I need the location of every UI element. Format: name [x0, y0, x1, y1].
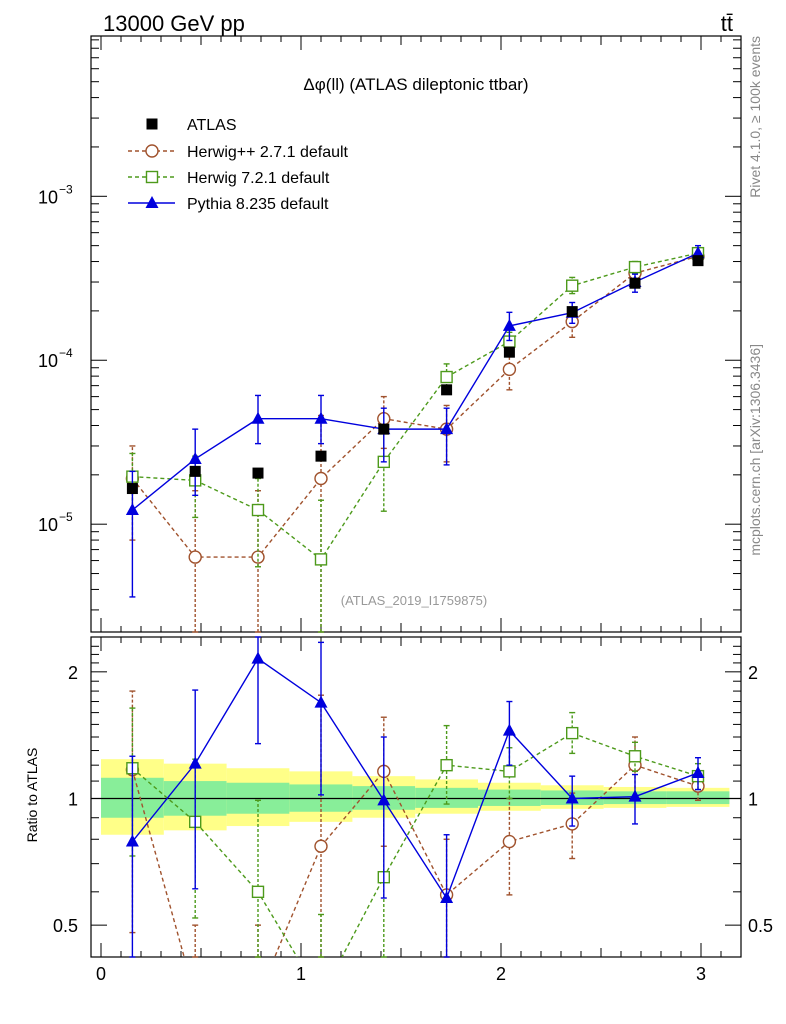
data-point-marker — [125, 503, 139, 516]
beam-label: 13000 GeV pp — [103, 11, 245, 36]
data-point-marker — [691, 246, 705, 259]
data-point-marker — [502, 834, 517, 849]
data-point-marker — [189, 465, 201, 477]
data-point-marker — [145, 170, 159, 184]
ratio-y-tick-label: 1 — [68, 789, 78, 809]
data-point-marker — [377, 793, 391, 806]
data-point-marker — [188, 756, 202, 769]
main-series-3 — [125, 244, 705, 598]
data-point-marker — [440, 758, 453, 772]
x-tick-label: 1 — [296, 964, 306, 984]
legend-entry: Pythia 8.235 default — [128, 196, 329, 213]
data-point-marker — [315, 450, 327, 462]
ratio-y-tick-label: 0.5 — [53, 916, 78, 936]
main-series-2 — [126, 246, 705, 633]
data-point-marker — [628, 750, 642, 763]
source-label: mcplots.cern.ch [arXiv:1306.3436] — [747, 344, 763, 556]
y-tick-label: 10 — [38, 351, 58, 371]
data-point-marker — [145, 144, 159, 158]
data-point-marker — [503, 765, 516, 778]
ratio-y-tick-label-right: 1 — [748, 789, 758, 809]
x-tick-label: 0 — [96, 964, 106, 984]
data-series — [125, 244, 705, 958]
ratio-frame — [90, 636, 742, 958]
legend-label: Herwig 7.2.1 default — [187, 170, 330, 187]
axes: 0 1 2 310−310−410 −50.5 0.51 12 2 — [38, 35, 773, 984]
data-point-marker — [691, 765, 705, 778]
data-point-marker — [146, 118, 158, 130]
data-point-marker — [252, 467, 264, 479]
process-label: tt̄ — [721, 11, 733, 36]
data-point-marker — [314, 695, 328, 708]
data-point-marker — [378, 423, 390, 435]
data-point-marker — [251, 651, 265, 664]
data-point-marker — [314, 471, 328, 486]
legend-entry: Herwig 7.2.1 default — [128, 170, 330, 187]
data-point-marker — [502, 362, 517, 377]
legend-entry: Herwig++ 2.7.1 default — [128, 144, 349, 161]
main-frame — [90, 35, 742, 633]
data-point-marker — [145, 196, 159, 208]
x-tick-label: 3 — [696, 964, 706, 984]
data-point-marker — [566, 306, 578, 318]
data-point-marker — [251, 411, 265, 424]
ratio-y-tick-label: 2 — [68, 663, 78, 683]
data-point-marker — [125, 834, 139, 847]
data-point-marker — [566, 726, 579, 740]
legend: ATLAS Herwig++ 2.7.1 default Herwig 7.2.1 … — [128, 117, 349, 213]
legend-label: Herwig++ 2.7.1 default — [187, 144, 349, 161]
series-line — [131, 252, 699, 511]
data-point-marker — [188, 451, 202, 464]
series-line — [131, 255, 699, 558]
series-line — [132, 252, 699, 561]
data-point-marker — [629, 277, 641, 289]
ratio-series-2 — [125, 636, 705, 958]
ratio-series-1 — [126, 707, 705, 958]
data-point-marker — [126, 483, 138, 495]
data-point-marker — [565, 791, 579, 804]
ratio-series-0 — [125, 690, 705, 958]
data-point-marker — [502, 318, 516, 331]
main-plot-title: Δφ(ll) (ATLAS dileptonic ttbar) — [303, 75, 528, 94]
y-tick-exponent: −3 — [59, 182, 73, 196]
main-series-1 — [125, 249, 705, 633]
data-point-marker — [628, 260, 642, 274]
data-point-marker — [502, 723, 516, 736]
ratio-axis-label: Ratio to ATLAS — [24, 748, 40, 843]
data-point-marker — [314, 553, 328, 566]
legend-label: Pythia 8.235 default — [187, 196, 329, 213]
data-point-marker — [566, 279, 579, 292]
legend-label: ATLAS — [187, 117, 237, 134]
rivet-version-label: Rivet 4.1.0, ≥ 100k events — [747, 36, 763, 198]
ratio-y-tick-label-right: 2 — [748, 663, 758, 683]
data-point-marker — [503, 346, 515, 358]
data-point-marker — [440, 370, 453, 384]
data-point-marker — [314, 839, 328, 853]
legend-entry: ATLAS — [146, 117, 237, 134]
data-point-marker — [251, 503, 265, 517]
x-tick-label: 2 — [496, 964, 506, 984]
data-point-marker — [251, 885, 265, 899]
y-tick-label: 10 — [38, 515, 58, 535]
data-point-marker — [441, 384, 453, 396]
data-point-marker — [188, 550, 202, 564]
data-point-marker — [628, 789, 642, 802]
data-point-marker — [440, 422, 454, 435]
y-tick-exponent: −5 — [59, 510, 73, 524]
series-line — [131, 657, 699, 900]
y-tick-exponent: −4 — [59, 346, 73, 360]
y-tick-label: 10 — [38, 187, 58, 207]
data-point-marker — [692, 255, 704, 267]
data-point-marker — [314, 411, 328, 424]
series-line — [131, 732, 699, 957]
analysis-id-label: (ATLAS_2019_I1759875) — [341, 593, 487, 608]
ratio-y-tick-label-right: 0.5 — [748, 916, 773, 936]
main-series-0 — [126, 255, 704, 495]
data-point-marker — [440, 891, 454, 904]
